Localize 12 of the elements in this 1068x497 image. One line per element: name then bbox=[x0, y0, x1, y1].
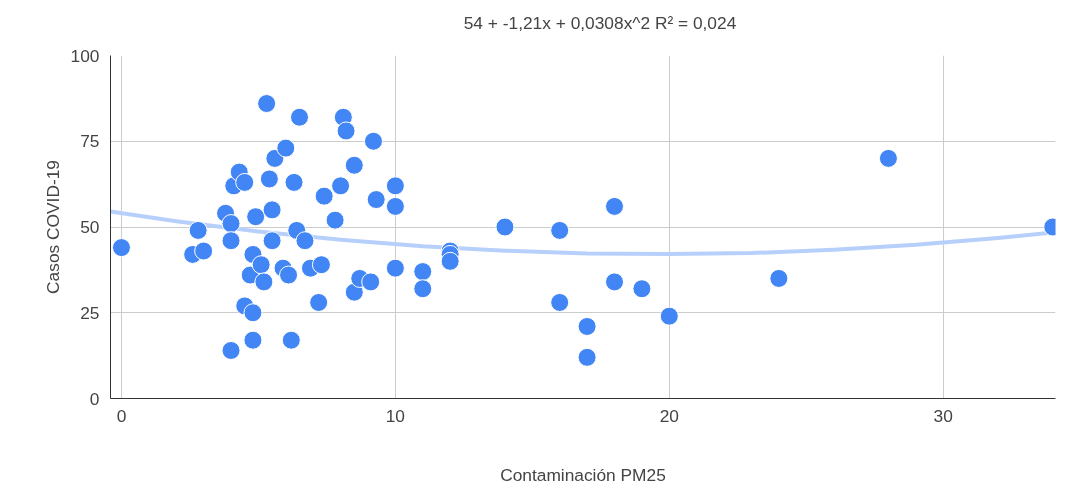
y-tick-label: 50 bbox=[80, 217, 100, 237]
y-tick-label: 25 bbox=[80, 302, 100, 323]
x-tick-label: 30 bbox=[933, 405, 953, 426]
x-tick-label: 20 bbox=[659, 405, 679, 426]
y-tick-label: 0 bbox=[89, 388, 100, 409]
y-tick-label: 75 bbox=[80, 131, 100, 152]
text: 54 + -1,21x + 0,0308x^2 R² = 0,024 bbox=[463, 12, 737, 33]
y-tick-label: 100 bbox=[70, 45, 100, 66]
x-axis-title: Contaminación PM25 bbox=[500, 464, 666, 485]
y-axis-title: Casos COVID-19 bbox=[42, 160, 63, 294]
x-tick-label: 0 bbox=[116, 405, 127, 426]
x-tick-label: 10 bbox=[385, 405, 406, 426]
